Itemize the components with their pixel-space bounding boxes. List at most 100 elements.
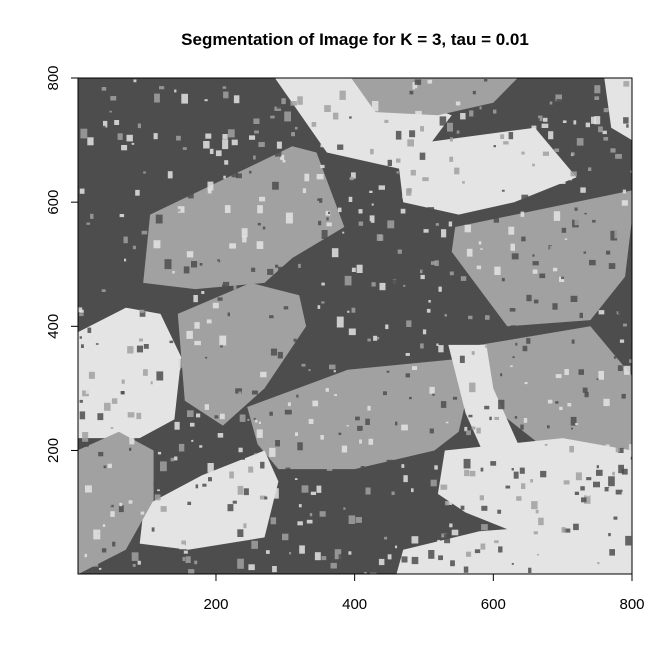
y-tick-label: 400 (45, 314, 62, 339)
speckle (608, 476, 615, 487)
speckle (584, 495, 591, 504)
speckle (101, 548, 107, 553)
speckle (561, 276, 565, 280)
speckle (139, 311, 146, 317)
speckle (320, 164, 325, 169)
speckle (451, 529, 459, 536)
speckle (79, 411, 86, 420)
speckle (85, 485, 92, 493)
speckle (272, 566, 277, 573)
speckle (212, 302, 219, 309)
speckle (598, 370, 604, 380)
speckle (447, 324, 455, 331)
speckle (267, 268, 274, 275)
speckle (344, 275, 352, 286)
speckle (415, 85, 421, 92)
speckle (260, 461, 265, 469)
speckle (571, 339, 575, 344)
speckle (604, 487, 610, 492)
speckle (617, 365, 623, 371)
speckle (181, 93, 188, 104)
speckle (316, 174, 324, 180)
speckle (321, 483, 325, 487)
speckle (332, 334, 337, 339)
speckle (105, 376, 110, 383)
speckle (466, 430, 471, 436)
speckle (357, 560, 362, 567)
speckle (611, 139, 616, 147)
speckle (179, 544, 185, 550)
speckle (591, 116, 596, 124)
speckle (545, 198, 551, 203)
speckle (249, 135, 256, 140)
speckle (613, 356, 617, 359)
speckle (559, 180, 566, 184)
speckle (439, 100, 446, 107)
speckle (193, 269, 199, 273)
speckle (537, 553, 539, 556)
speckle (531, 125, 537, 133)
speckle (269, 411, 273, 416)
speckle (229, 243, 236, 249)
speckle (571, 152, 575, 156)
speckle (243, 523, 247, 529)
speckle (588, 383, 594, 388)
speckle (598, 126, 603, 133)
speckle (276, 141, 282, 149)
speckle (432, 393, 435, 396)
speckle (511, 563, 514, 565)
speckle (574, 491, 579, 495)
speckle (355, 416, 360, 421)
speckle (222, 86, 227, 89)
speckle (230, 149, 235, 155)
speckle (266, 550, 270, 554)
x-tick-label: 600 (481, 596, 506, 613)
speckle (297, 184, 303, 191)
speckle (294, 222, 301, 227)
speckle (207, 463, 214, 473)
speckle (541, 123, 549, 128)
speckle (334, 549, 342, 560)
speckle (539, 273, 546, 279)
speckle (596, 465, 599, 469)
speckle (282, 160, 286, 163)
speckle (258, 421, 261, 424)
speckle (251, 267, 256, 272)
speckle (244, 189, 248, 193)
speckle (281, 98, 286, 105)
speckle (438, 345, 444, 353)
speckle (533, 531, 538, 535)
speckle (598, 404, 603, 410)
speckle (87, 327, 92, 333)
speckle (401, 424, 408, 431)
speckle (166, 549, 172, 553)
speckle (212, 519, 219, 528)
speckle (255, 480, 261, 487)
speckle (547, 251, 550, 255)
speckle (369, 215, 375, 223)
speckle (420, 126, 424, 132)
speckle (124, 258, 127, 262)
speckle (141, 230, 148, 235)
speckle (223, 91, 229, 99)
speckle (260, 371, 267, 378)
speckle (201, 291, 205, 294)
speckle (338, 554, 345, 561)
speckle (269, 122, 273, 126)
speckle (128, 500, 133, 504)
speckle (462, 181, 465, 184)
speckle (460, 143, 463, 145)
speckle (321, 282, 325, 286)
speckle (133, 503, 140, 513)
speckle (423, 229, 429, 233)
speckle (115, 476, 123, 485)
speckle (80, 86, 84, 90)
speckle (233, 285, 237, 290)
speckle (206, 319, 212, 324)
speckle (379, 282, 386, 291)
speckle (251, 390, 258, 395)
speckle (609, 549, 615, 556)
speckle (510, 237, 515, 241)
region-bright-strip-lower-right (448, 344, 522, 476)
speckle (282, 282, 289, 289)
